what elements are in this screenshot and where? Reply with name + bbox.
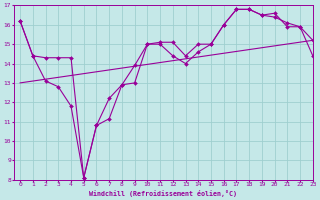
X-axis label: Windchill (Refroidissement éolien,°C): Windchill (Refroidissement éolien,°C)	[89, 190, 237, 197]
